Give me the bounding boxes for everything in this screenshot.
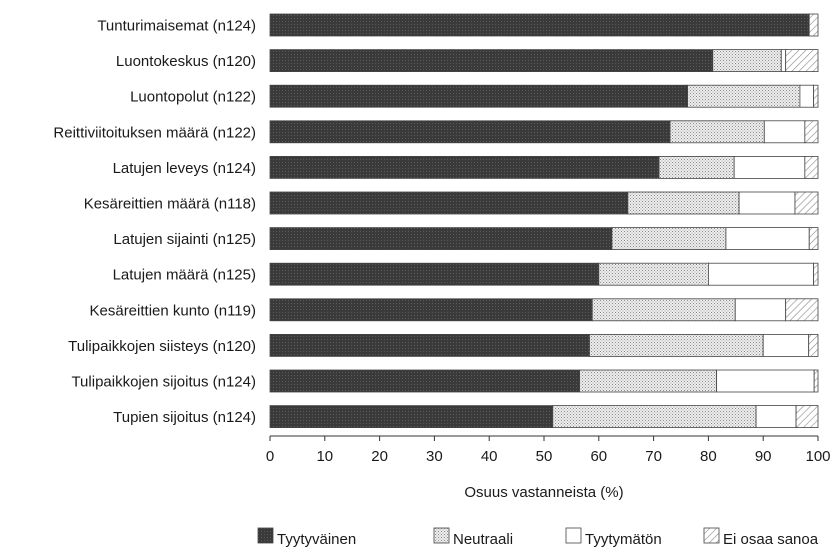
category-label: Tunturimaisemat (n124) [97,18,256,35]
legend-label: Neutraali [453,531,513,548]
bar-segment-solid-dark [269,369,581,393]
bar-segment-dotted-light [611,227,727,251]
bar-segment-solid-dark [269,191,629,215]
x-tick-label: 100 [805,448,830,465]
category-label: Tulipaikkojen siisteys (n120) [68,338,256,355]
bar-segment-solid-dark [269,84,688,108]
category-label: Reittiviitoituksen määrä (n122) [53,124,256,141]
bar-segment-solid-dark [269,120,671,144]
bar-segment-white [780,49,787,72]
category-label: Latujen leveys (n124) [113,160,256,177]
bar-segment-white [716,369,815,393]
bar-segment-hatched [794,191,819,215]
bar-segment-dotted-light [589,333,764,357]
x-tick-label: 90 [755,448,772,465]
bar-segment-hatched [813,369,819,393]
x-tick-label: 60 [590,448,607,465]
bar-segment-hatched [813,262,819,286]
bar-segment-white [734,298,787,322]
bar-segment-white [733,155,806,179]
bar-segment-hatched [808,227,819,251]
x-tick-label: 50 [536,448,553,465]
bar-segment-white [763,120,806,144]
bar-segment-hatched [808,13,819,37]
bar-segment-hatched [785,298,819,322]
legend: Tyytyväinen Neutraali Tyytymätön Ei osaa sa… [257,527,819,548]
bar-segment-solid-dark [269,49,714,72]
category-label: Luontokeskus (n120) [116,53,256,70]
bar-segment-solid-dark [269,155,660,179]
x-tick-label: 40 [481,448,498,465]
bar-segment-hatched [785,49,819,72]
legend-swatch [433,527,450,544]
x-tick-label: 10 [316,448,333,465]
category-label: Kesäreittien määrä (n118) [84,196,256,213]
x-tick-label: 80 [700,448,717,465]
bar-segment-white [755,405,797,429]
bar-segment-white [708,262,815,286]
category-label: Luontopolut (n122) [130,89,256,106]
category-label: Latujen sijainti (n125) [113,231,256,248]
x-ticks: 0 10 20 30 40 50 60 70 80 90 100 [266,436,831,465]
bar-segment-dotted-light [712,49,782,72]
bar-segment-dotted-light [687,84,801,108]
bar-segment-solid-dark [269,227,613,251]
category-label: Latujen määrä (n125) [113,267,256,284]
bar-segment-white [762,333,810,357]
category-label: Kesäreittien kunto (n119) [90,302,257,319]
legend-swatch [565,527,582,544]
category-label: Tulipaikkojen sijoitus (n124) [71,374,256,391]
legend-swatch [257,527,274,544]
bar-segment-dotted-light [598,262,709,286]
legend-label: Tyytyväinen [277,531,356,548]
bar-segment-solid-dark [269,13,810,37]
bar-segment-white [725,227,810,251]
x-tick-label: 0 [266,448,274,465]
bar-segment-hatched [813,84,819,108]
bar-segment-solid-dark [269,333,590,357]
bar-segment-solid-dark [269,405,554,429]
bar-segment-hatched [795,405,819,429]
bars [269,13,819,429]
bar-segment-dotted-light [669,120,765,144]
bar-segment-dotted-light [591,298,736,322]
legend-label: Ei osaa sanoa [723,531,819,548]
legend-swatch [703,527,720,544]
bar-segment-hatched [804,120,819,144]
bar-segment-solid-dark [269,298,593,322]
bar-segment-dotted-light [658,155,735,179]
bar-segment-solid-dark [269,262,600,286]
legend-label: Tyytymätön [585,531,662,548]
bar-segment-dotted-light [552,405,757,429]
bar-segment-white [738,191,796,215]
bar-segment-hatched [804,155,819,179]
x-axis: 0 10 20 30 40 50 60 70 80 90 100 Osuus vastanneist… [266,435,831,501]
category-labels: Tunturimaisemat (n124) Luontokeskus (n120… [53,18,256,427]
bar-segment-dotted-light [627,191,740,215]
x-tick-label: 30 [426,448,443,465]
x-tick-label: 20 [371,448,388,465]
bar-segment-white [799,84,815,108]
bar-segment-dotted-light [579,369,718,393]
bar-segment-hatched [808,333,819,357]
x-tick-label: 70 [645,448,662,465]
x-axis-label: Osuus vastanneista (%) [464,484,623,501]
category-label: Tupien sijoitus (n124) [113,409,256,426]
